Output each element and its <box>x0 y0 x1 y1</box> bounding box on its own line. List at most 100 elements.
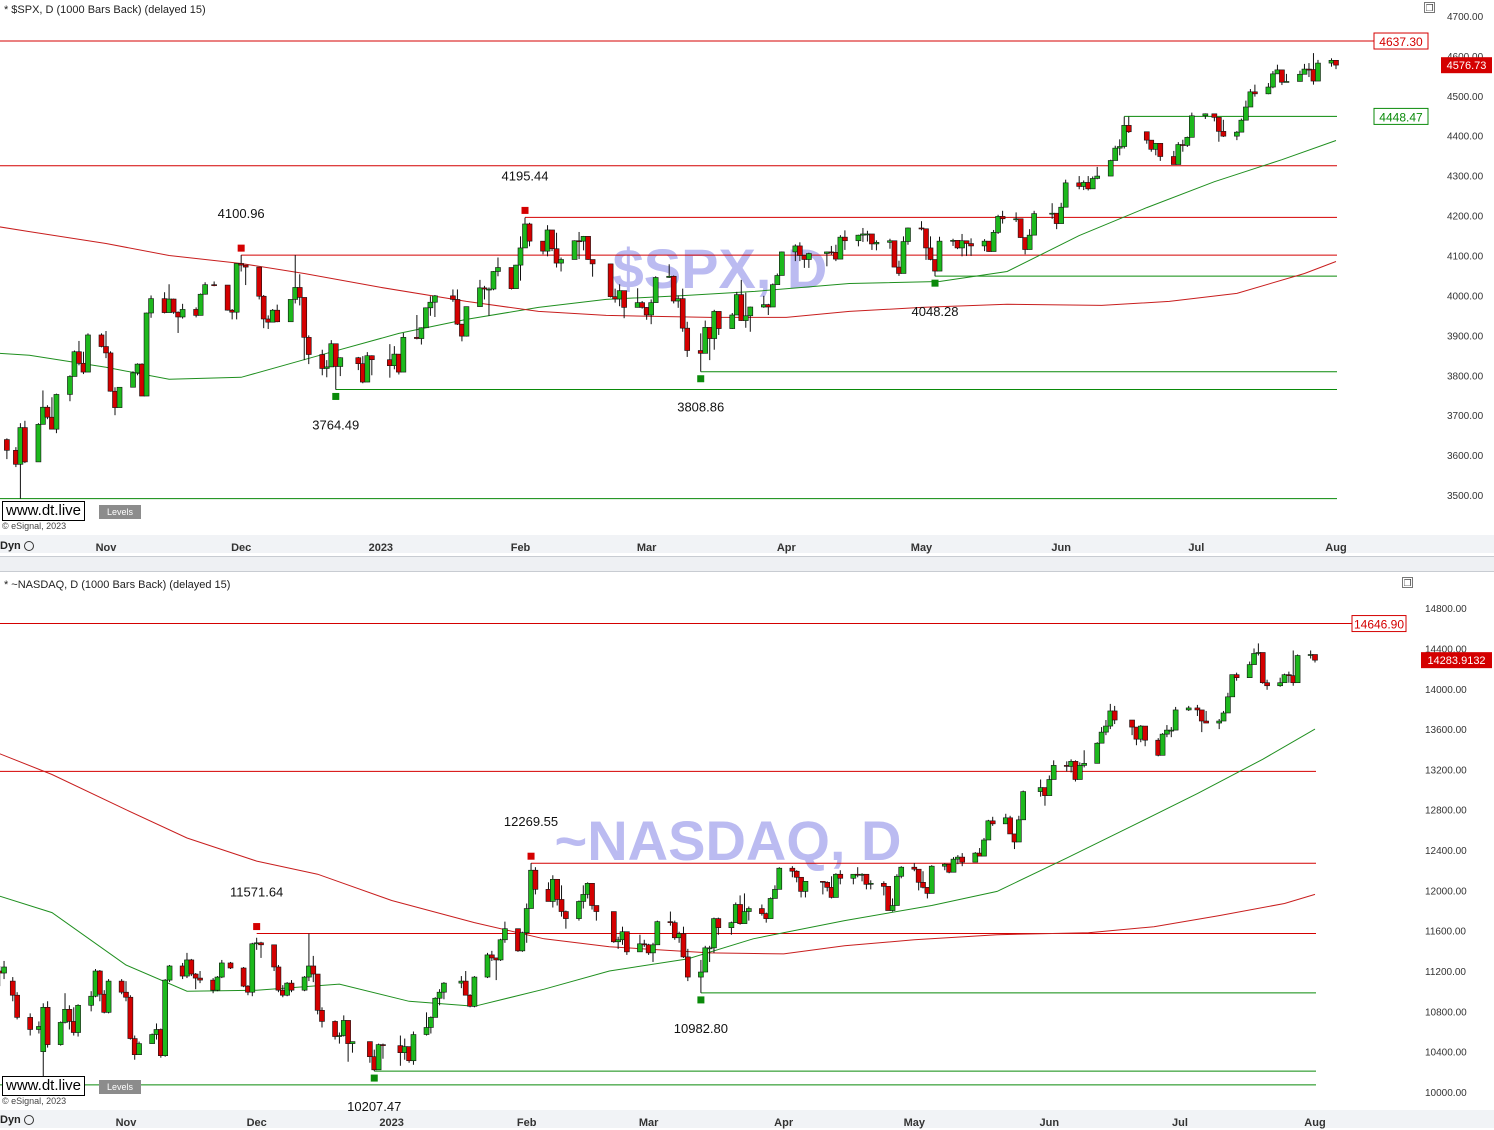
y-tick-label: 3900.00 <box>1447 331 1484 342</box>
x-tick-label: Mar <box>637 542 657 554</box>
chart-watermark: $SPX, D <box>613 237 828 300</box>
candle <box>1216 117 1222 132</box>
x-tick-label: Apr <box>777 542 797 554</box>
x-tick-label: Apr <box>774 1117 794 1129</box>
candle <box>927 247 934 260</box>
candle <box>985 820 992 841</box>
restore-window-icon[interactable]: ❐ <box>1424 2 1435 13</box>
candle <box>1281 674 1288 684</box>
x-tick-label: Nov <box>96 542 118 554</box>
candle <box>767 898 774 919</box>
candle <box>427 301 434 309</box>
ma-fast-line <box>0 140 1337 380</box>
candle <box>1077 765 1083 780</box>
candle <box>950 858 957 873</box>
candle <box>260 295 267 320</box>
candle <box>1107 160 1114 177</box>
candle <box>53 394 60 430</box>
candle <box>432 295 438 303</box>
dyn-toggle[interactable]: Dyn <box>0 1114 34 1126</box>
candle <box>364 355 371 383</box>
chart-title: ~NASDAQ, D (1000 Bars Back) (delayed 15) <box>11 579 231 591</box>
candle <box>418 327 425 339</box>
lock-icon[interactable] <box>23 541 34 552</box>
panel-separator[interactable] <box>0 556 1494 572</box>
candle <box>738 294 745 321</box>
brand-label: www.dt.live <box>2 1076 86 1096</box>
candle <box>287 299 294 323</box>
candle <box>249 943 256 993</box>
pivot-label: 11571.64 <box>230 885 283 900</box>
candle <box>332 343 339 367</box>
candle <box>706 947 713 950</box>
candle <box>67 376 73 395</box>
candle <box>990 232 997 252</box>
candle <box>258 942 264 946</box>
x-tick-label: Feb <box>511 542 531 554</box>
candle <box>1089 178 1096 190</box>
candle <box>923 228 929 249</box>
candle <box>1112 147 1119 161</box>
candle <box>1020 791 1026 821</box>
candle <box>1198 709 1205 722</box>
candle <box>806 253 812 260</box>
candle <box>789 867 796 872</box>
candle <box>75 1004 81 1033</box>
spx-chart-canvas[interactable]: $SPX, D4700.004600.004500.004400.004300.… <box>0 0 1494 556</box>
candle <box>170 298 177 313</box>
candle <box>481 287 488 290</box>
y-tick-label: 11200.00 <box>1425 967 1466 978</box>
candle <box>192 973 199 979</box>
candle <box>728 922 735 928</box>
candle <box>742 315 749 321</box>
candle <box>1283 81 1290 83</box>
candle <box>1189 115 1195 138</box>
pivot-high-marker <box>253 923 261 931</box>
candle <box>1270 73 1276 88</box>
candle <box>1017 218 1024 238</box>
candle <box>1143 131 1150 141</box>
y-tick-label: 10400.00 <box>1425 1048 1467 1059</box>
candle <box>820 881 826 883</box>
pivot-low-marker <box>332 392 340 400</box>
candle <box>14 994 20 1018</box>
candle <box>301 297 308 338</box>
candle <box>554 878 560 900</box>
candle <box>1297 73 1303 82</box>
nasdaq-chart-canvas[interactable]: ~NASDAQ, D 14800.00 14400.00 14000.00 13600.… <box>0 572 1494 1130</box>
candle <box>1164 729 1170 735</box>
pivot-high-marker <box>527 852 535 860</box>
nasdaq-chart-panel[interactable]: ~NASDAQ, D 14800.00 14400.00 14000.00 13600.… <box>0 572 1494 1130</box>
candle <box>779 251 785 276</box>
candle <box>319 1010 325 1022</box>
candle <box>423 1027 430 1035</box>
candle <box>256 266 262 297</box>
candle <box>1294 655 1301 684</box>
dyn-toggle[interactable]: Dyn <box>0 540 34 552</box>
lock-icon[interactable] <box>23 1115 34 1126</box>
candle <box>936 240 943 272</box>
spx-chart-panel[interactable]: $SPX, D4700.004600.004500.004400.004300.… <box>0 0 1494 556</box>
candle <box>319 354 326 369</box>
candle <box>1050 765 1057 780</box>
candle <box>410 1034 417 1062</box>
y-tick-label: 4100.00 <box>1447 252 1484 263</box>
candle <box>624 931 630 953</box>
candle <box>369 355 375 361</box>
pivot-high-marker <box>237 244 245 252</box>
x-tick-label: Dec <box>247 1117 267 1129</box>
y-tick-label: 4400.00 <box>1447 132 1484 143</box>
x-tick-label: Jun <box>1051 542 1071 554</box>
candle <box>305 337 312 355</box>
candle <box>928 865 935 894</box>
x-tick-label: 2023 <box>379 1117 403 1129</box>
restore-window-icon[interactable]: ❐ <box>1402 577 1413 588</box>
x-tick-label: Jul <box>1172 1117 1188 1129</box>
candle <box>22 427 28 463</box>
dyn-label: Dyn <box>0 540 21 552</box>
candle <box>746 908 752 912</box>
candle <box>837 873 844 879</box>
candle <box>1312 654 1318 661</box>
candle <box>885 886 891 911</box>
candle <box>671 922 678 939</box>
